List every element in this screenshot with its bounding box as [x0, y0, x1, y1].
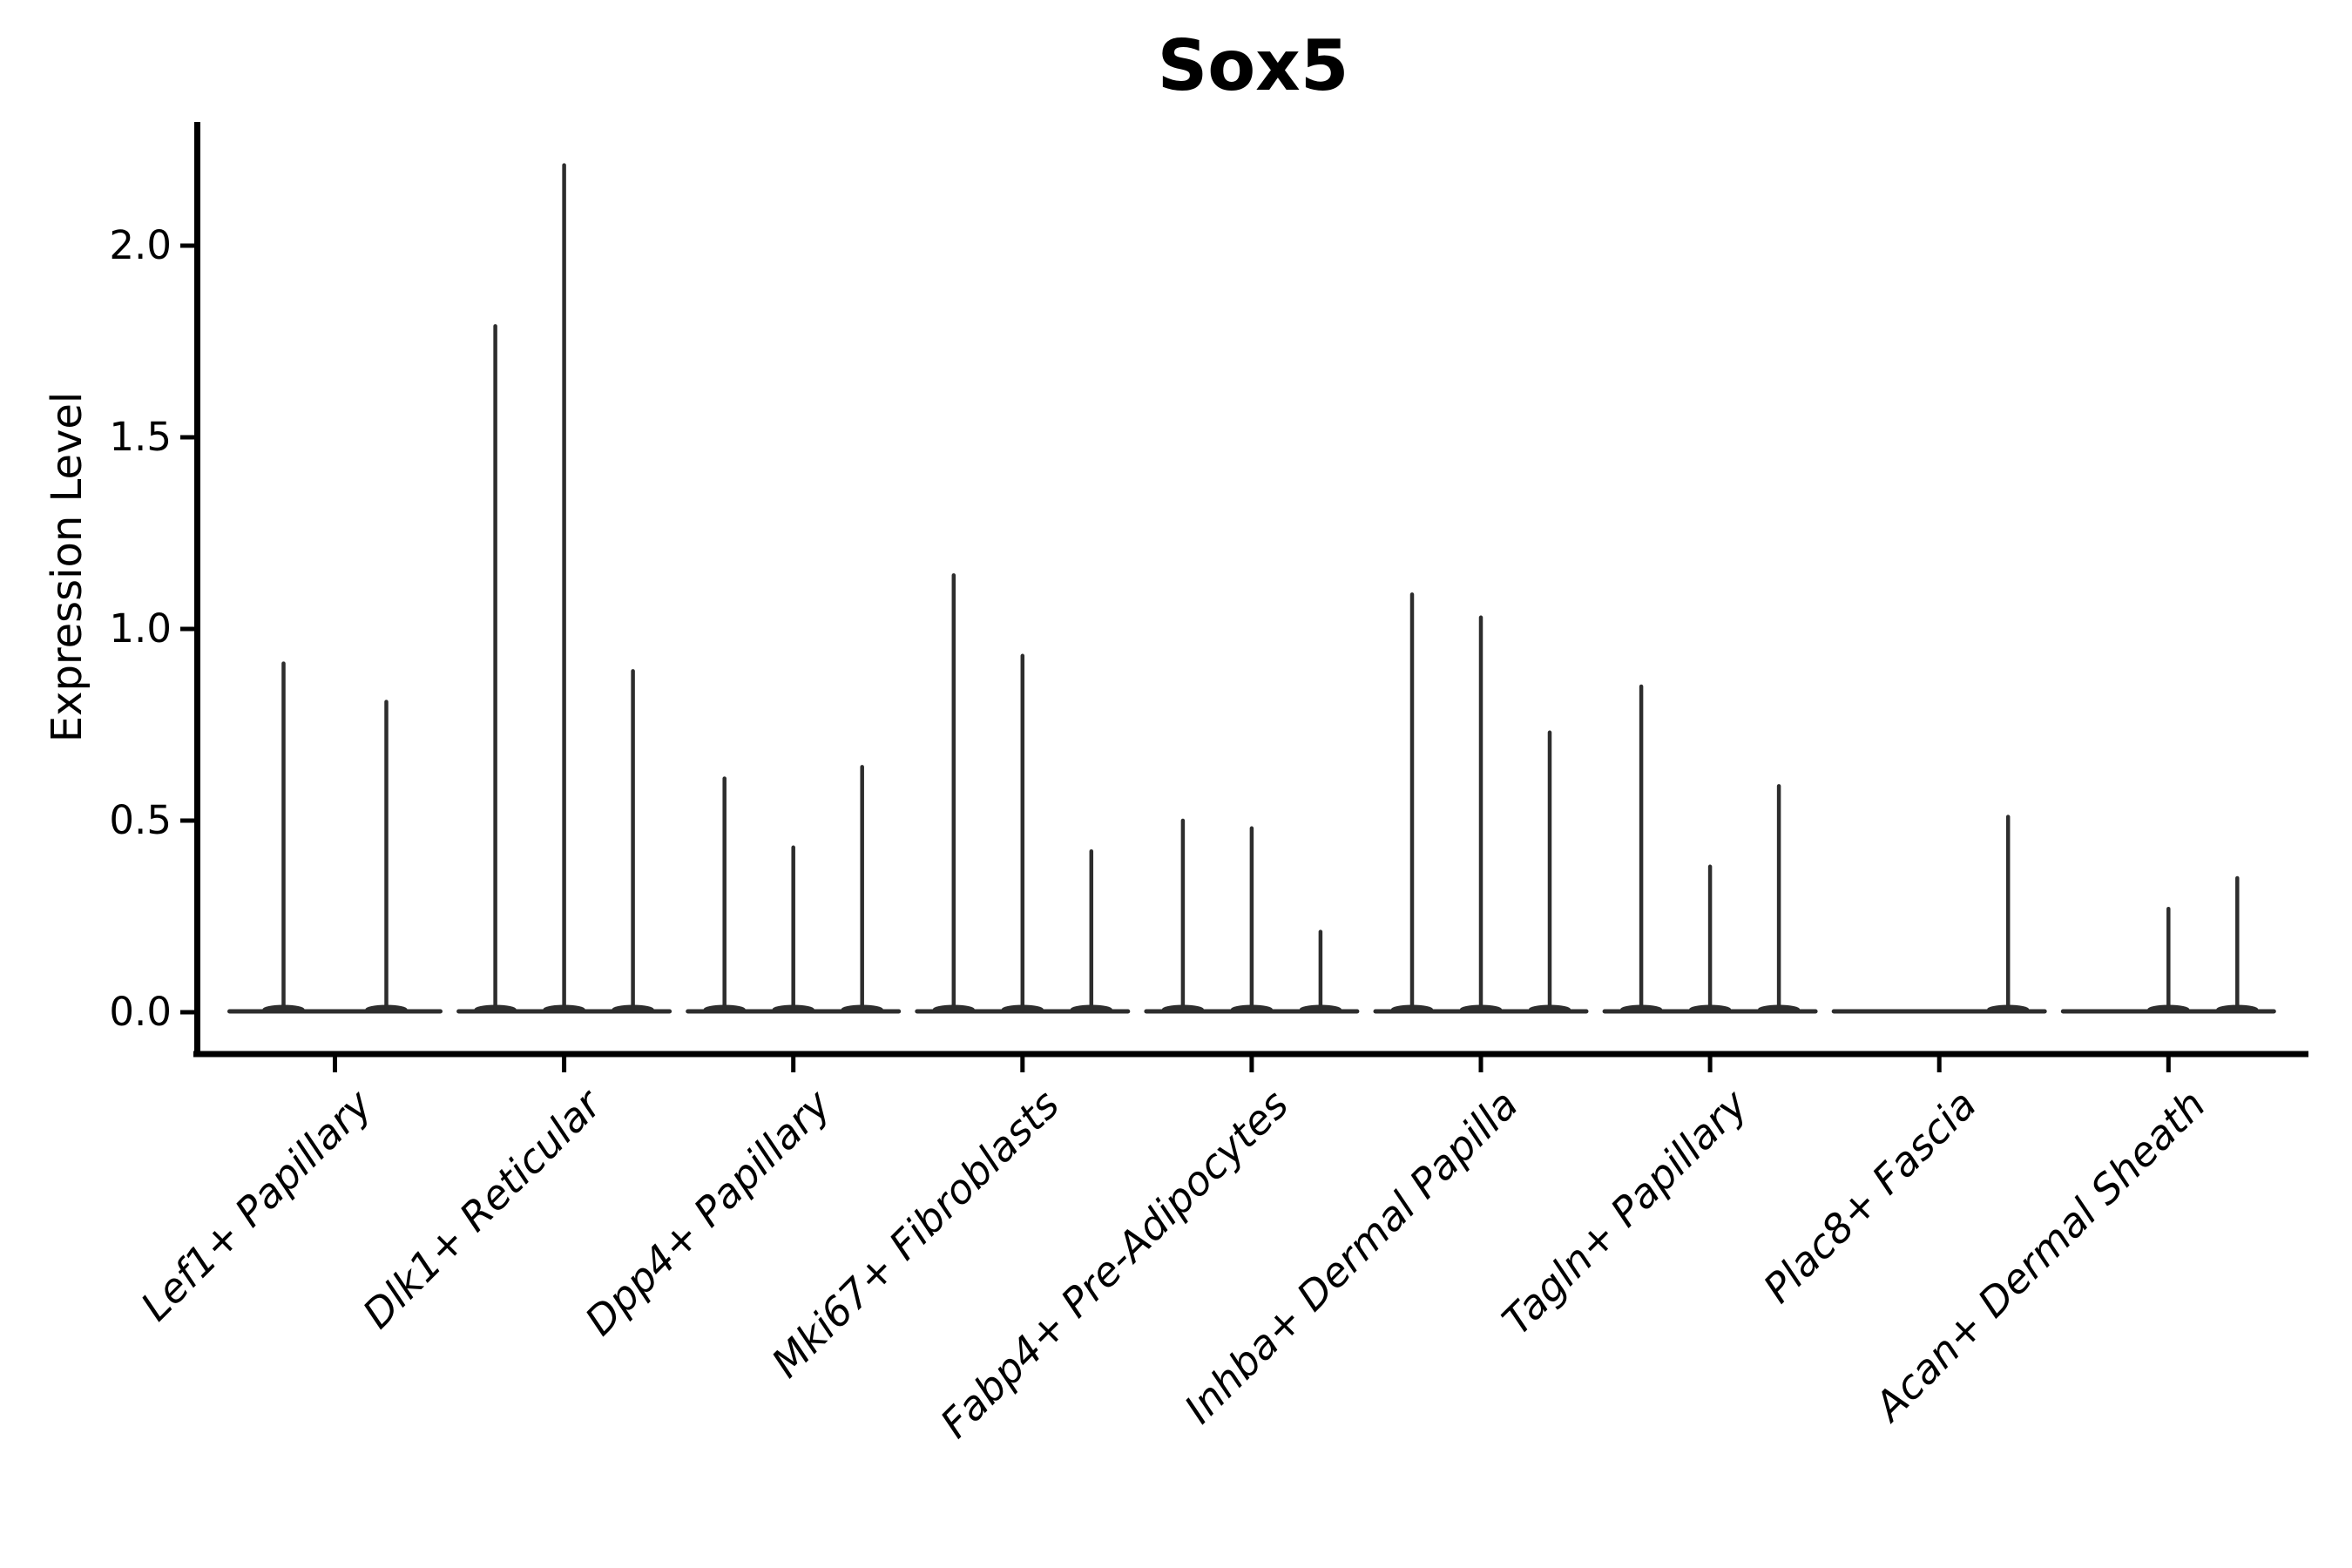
y-tick-label: 0.0: [109, 989, 172, 1035]
y-tick-label: 2.0: [109, 222, 172, 268]
chart-title: Sox5: [1157, 25, 1349, 106]
y-tick-label: 1.5: [109, 414, 172, 460]
y-tick-label: 1.0: [109, 605, 172, 652]
y-tick-label: 0.5: [109, 797, 172, 843]
